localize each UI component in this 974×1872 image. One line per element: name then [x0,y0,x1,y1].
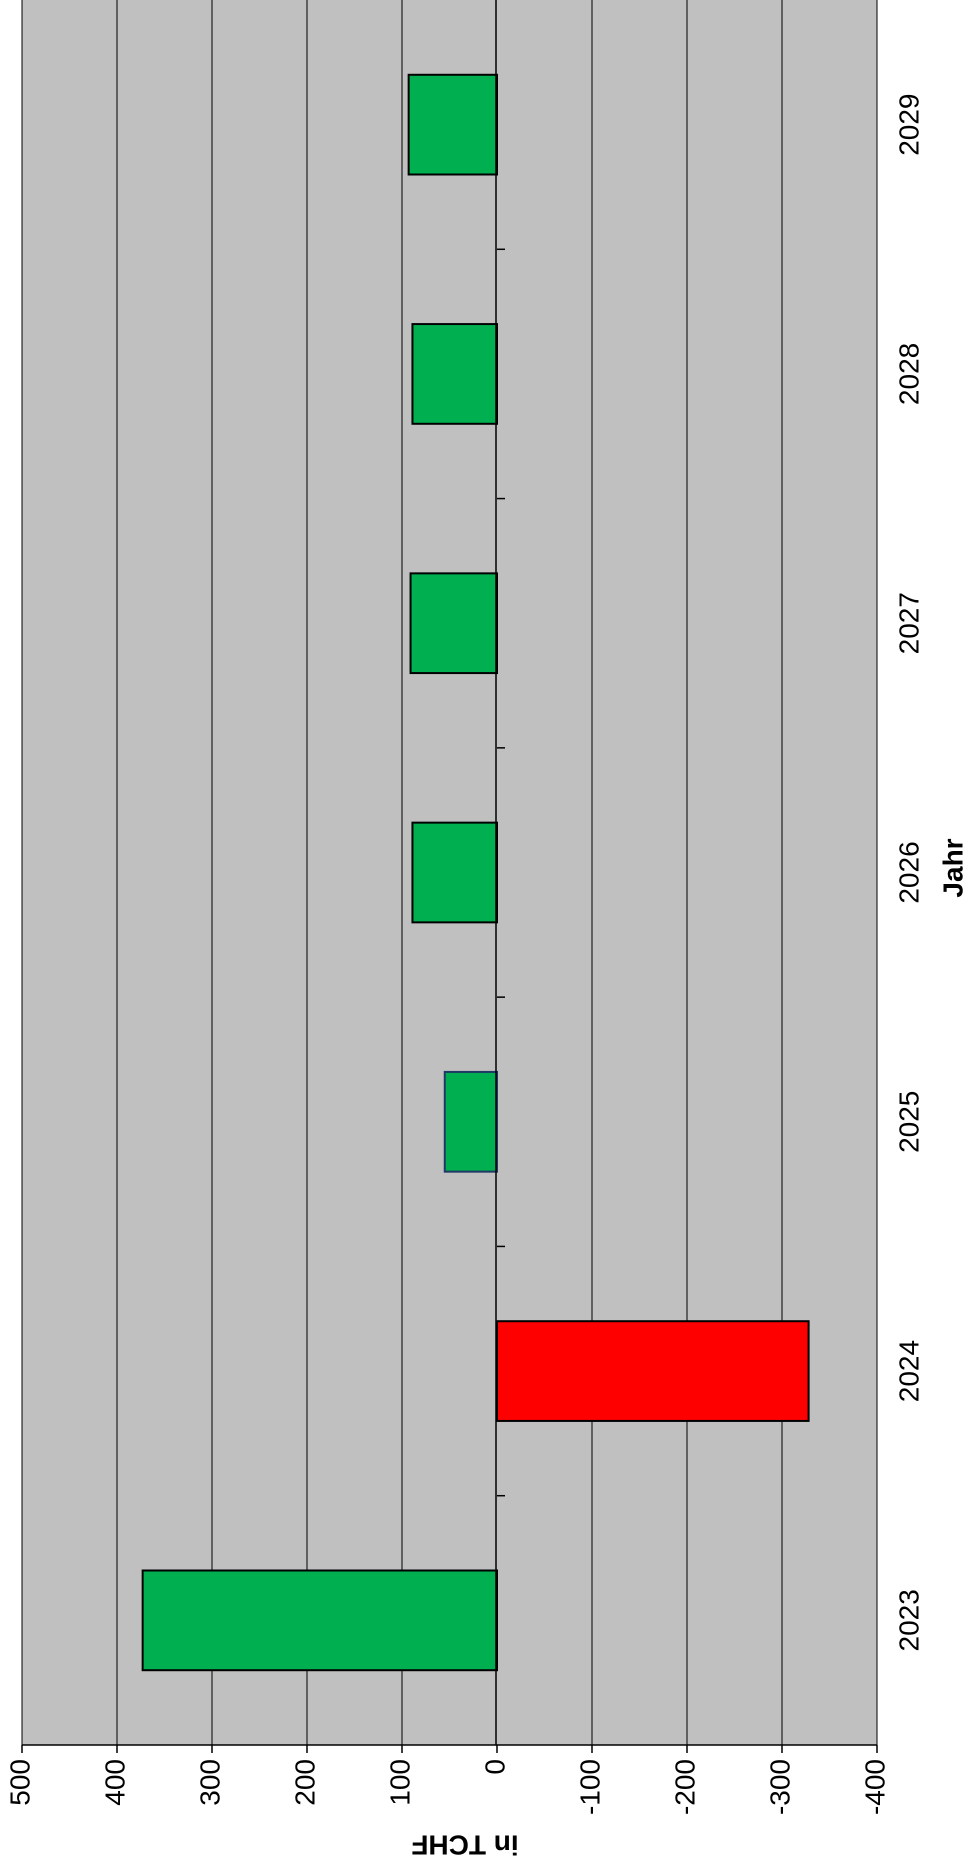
value-tick-label: -100 [574,1759,605,1815]
category-tick-labels: 2023 2024 2025 2026 2027 2028 2029 [893,93,924,1651]
category-tick-label: 2027 [893,592,924,654]
bar-2025 [443,1070,498,1173]
value-tick-labels: 500 400 300 200 100 0 -100 -200 -300 -400 [4,1759,890,1815]
bar-2028 [411,323,499,425]
value-tick-label: -400 [859,1759,890,1815]
category-tick-label: 2026 [893,841,924,903]
category-axis-title: Jahr [937,838,968,897]
category-tick-marks [497,248,505,1497]
bar-2024 [496,1320,810,1422]
value-tick-label: 300 [194,1759,225,1806]
category-tick-label: 2025 [893,1091,924,1153]
value-tick-label: -300 [764,1759,795,1815]
value-tick-label: 100 [384,1759,415,1806]
category-tick-label: 2029 [893,93,924,155]
bar-2029 [407,73,498,176]
gridlines [21,0,878,1745]
category-tick-label: 2023 [893,1589,924,1651]
category-tick-label: 2024 [893,1340,924,1402]
bar-2027 [409,572,498,675]
value-tick-label: -200 [669,1759,700,1815]
value-tick-label: 200 [289,1759,320,1806]
value-tick-marks [21,1745,878,1753]
value-tick-label: 400 [99,1759,130,1806]
bars [141,73,810,1672]
value-tick-label: 0 [479,1759,510,1775]
value-tick-label: 500 [4,1759,35,1806]
bar-2026 [411,821,499,924]
bar-2023 [141,1569,498,1672]
value-axis-title: in TCHF [411,1830,518,1861]
category-tick-label: 2028 [893,343,924,405]
